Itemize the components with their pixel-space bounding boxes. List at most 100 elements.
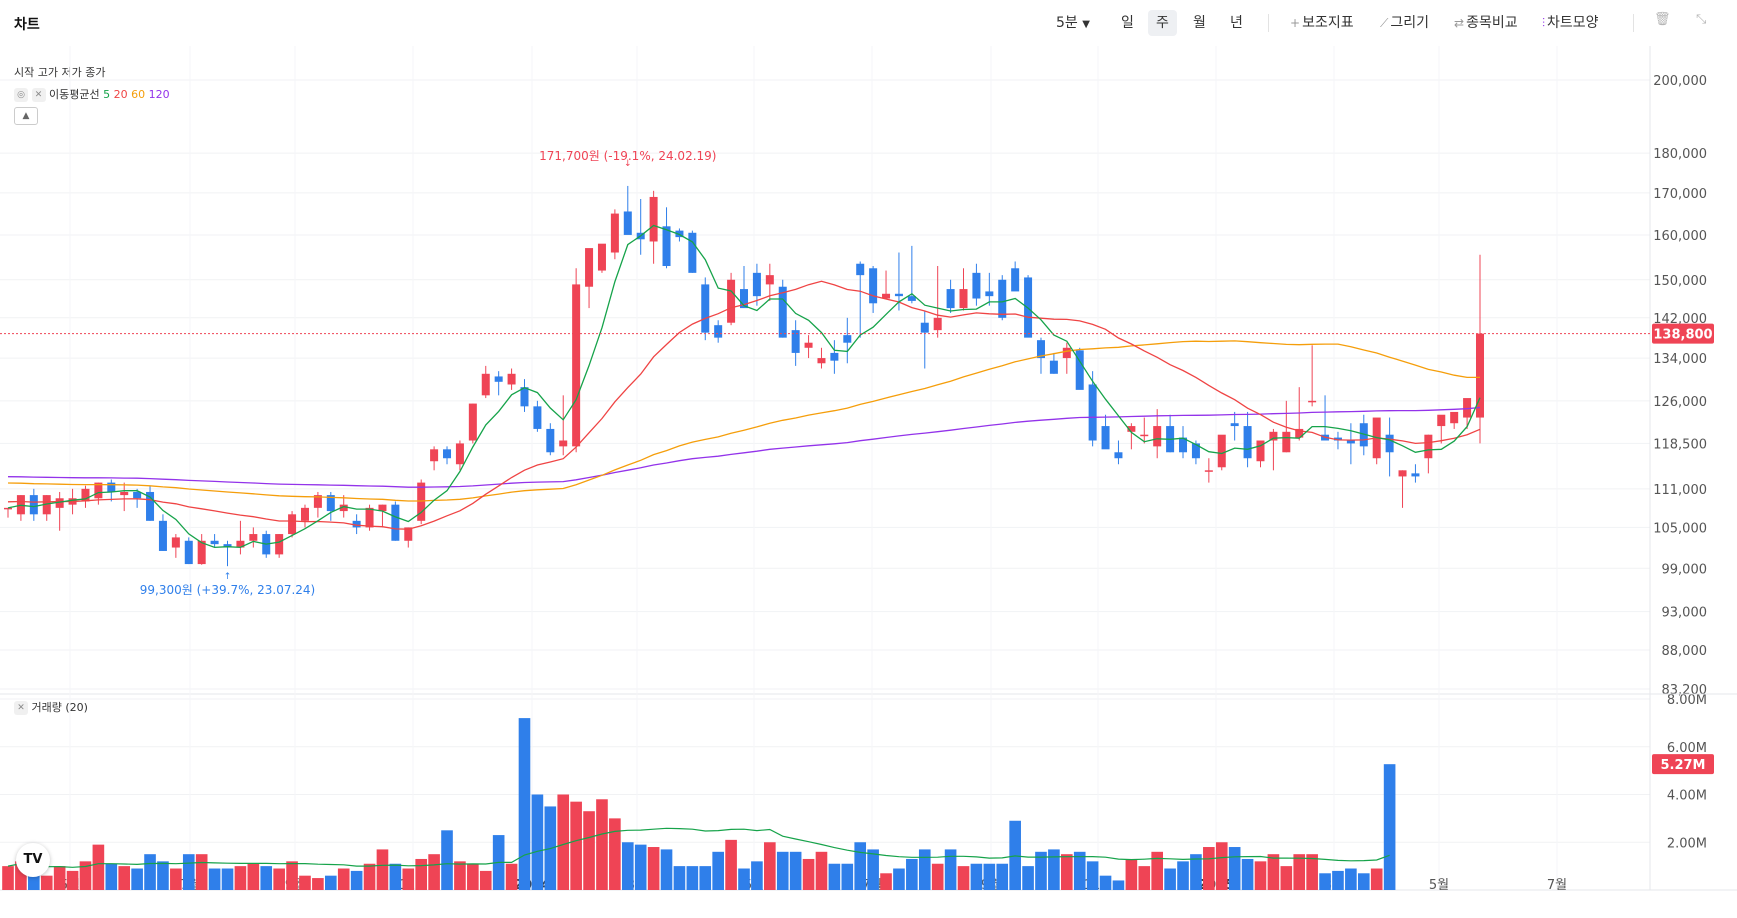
ma-20-label: 20 — [113, 88, 128, 101]
price-chart[interactable]: 200,000 180,000 170,000 160,000 150,000 142,0… — [0, 46, 1737, 918]
period-month-button[interactable]: 월 — [1185, 10, 1214, 36]
candle-icon: ⫶ — [1542, 16, 1546, 30]
candle-body — [1475, 333, 1485, 418]
volume-bar — [40, 875, 53, 890]
ohlc-legend: 시작 고가 저가 종가 — [14, 64, 105, 80]
volume-bar — [1203, 847, 1215, 890]
volume-bar — [880, 873, 892, 890]
ma-5-label: 5 — [103, 88, 111, 101]
candle-body — [1230, 423, 1239, 427]
volume-label: 거래량 (20) — [31, 701, 88, 714]
candle-body — [1062, 347, 1071, 359]
candle-body — [1282, 431, 1291, 453]
candle-body — [455, 443, 464, 465]
compare-button[interactable]: ⇄ 종목비교 — [1446, 10, 1526, 36]
candle-body — [869, 268, 878, 304]
candle-body — [856, 263, 865, 276]
candle-body — [610, 213, 619, 253]
candle-body — [417, 482, 426, 521]
volume-ma-line — [7, 827, 1390, 868]
indicator-button[interactable]: + 보조지표 — [1282, 10, 1362, 36]
expand-icon[interactable]: ⤡ — [1696, 12, 1707, 27]
period-day-button[interactable]: 일 — [1113, 10, 1142, 36]
volume-bar — [1086, 861, 1099, 890]
close-icon[interactable]: ✕ — [14, 701, 28, 715]
candle-body — [1101, 426, 1110, 450]
close-icon[interactable]: ✕ — [31, 88, 46, 102]
draw-label: 그리기 — [1390, 15, 1430, 31]
ma-20-line — [7, 280, 1481, 530]
volume-bar — [1035, 851, 1047, 890]
candle-body — [223, 544, 232, 548]
volume-bar — [776, 851, 789, 890]
candle-body — [1191, 443, 1200, 459]
candle-body — [830, 352, 839, 361]
candle-body — [688, 232, 697, 273]
volume-bar — [221, 868, 234, 890]
volume-bar — [1280, 866, 1293, 890]
candle-body — [894, 293, 903, 297]
candle-body — [300, 507, 309, 521]
candle-body — [94, 482, 103, 499]
collapse-legend-button[interactable]: ▲ — [14, 107, 38, 125]
volume-bar — [479, 870, 492, 890]
volume-bar — [609, 818, 621, 890]
volume-bar — [376, 849, 389, 890]
swap-icon: ⇄ — [1454, 16, 1465, 30]
chevron-down-icon: ▼ — [1082, 19, 1090, 30]
candle-body — [752, 272, 761, 297]
period-label: 주 — [1156, 15, 1169, 31]
volume-bar — [312, 878, 324, 890]
candle-body — [765, 275, 774, 285]
volume-bar — [1215, 842, 1228, 890]
volume-axis-label: 6.00M — [1667, 741, 1707, 756]
candle-body — [1140, 434, 1149, 437]
volume-bar — [415, 858, 428, 890]
pencil-icon: ⟋ — [1380, 16, 1389, 30]
volume-bar — [454, 861, 466, 890]
volume-bar — [1151, 851, 1164, 890]
candle-body — [882, 293, 891, 299]
candle-body — [352, 520, 361, 528]
volume-bar — [1048, 849, 1060, 890]
volume-bar — [1125, 858, 1138, 890]
toolbar-divider — [1268, 14, 1269, 32]
candle-body — [275, 534, 284, 555]
candle-body — [533, 406, 542, 429]
draw-button[interactable]: ⟋ 그리기 — [1372, 10, 1437, 36]
eye-off-icon[interactable]: ◎ — [14, 88, 28, 102]
candle-body — [288, 514, 297, 535]
candle-body — [404, 527, 413, 541]
volume-bar — [1319, 873, 1331, 890]
volume-axis-label: 2.00M — [1667, 836, 1707, 851]
volume-bar — [15, 861, 27, 890]
period-week-button[interactable]: 주 — [1148, 10, 1177, 36]
volume-bar — [428, 854, 440, 890]
toolbar-divider — [1633, 14, 1634, 32]
candle-body — [507, 373, 516, 385]
volume-bar — [583, 811, 595, 890]
volume-bar — [79, 861, 92, 890]
candle-body — [701, 284, 710, 333]
time-axis-label: 5월 — [1429, 878, 1449, 893]
volume-bar — [557, 794, 570, 890]
ma-label: 이동평균선 — [49, 88, 100, 101]
high-annotation: 171,700원 (-19.1%, 24.02.19) — [539, 149, 716, 163]
candle-body — [29, 495, 38, 515]
volume-bar — [751, 861, 763, 890]
volume-bar — [1164, 868, 1176, 890]
chart-style-button[interactable]: ⫶ 차트모양 — [1534, 10, 1607, 36]
ma-60-line — [7, 340, 1480, 502]
candle-body — [1011, 268, 1020, 292]
candle-body — [1256, 440, 1265, 462]
volume-bar — [505, 863, 518, 890]
volume-bar — [712, 851, 724, 890]
trash-icon[interactable]: 🗑 — [1654, 12, 1671, 27]
candle-body — [985, 291, 994, 297]
candle-body — [1153, 426, 1162, 447]
period-year-button[interactable]: 년 — [1222, 10, 1251, 36]
candle-body — [81, 488, 90, 502]
price-axis-label: 160,000 — [1653, 229, 1707, 244]
volume-bar — [1370, 868, 1383, 890]
interval-select[interactable]: 5분 ▼ — [1048, 10, 1098, 36]
